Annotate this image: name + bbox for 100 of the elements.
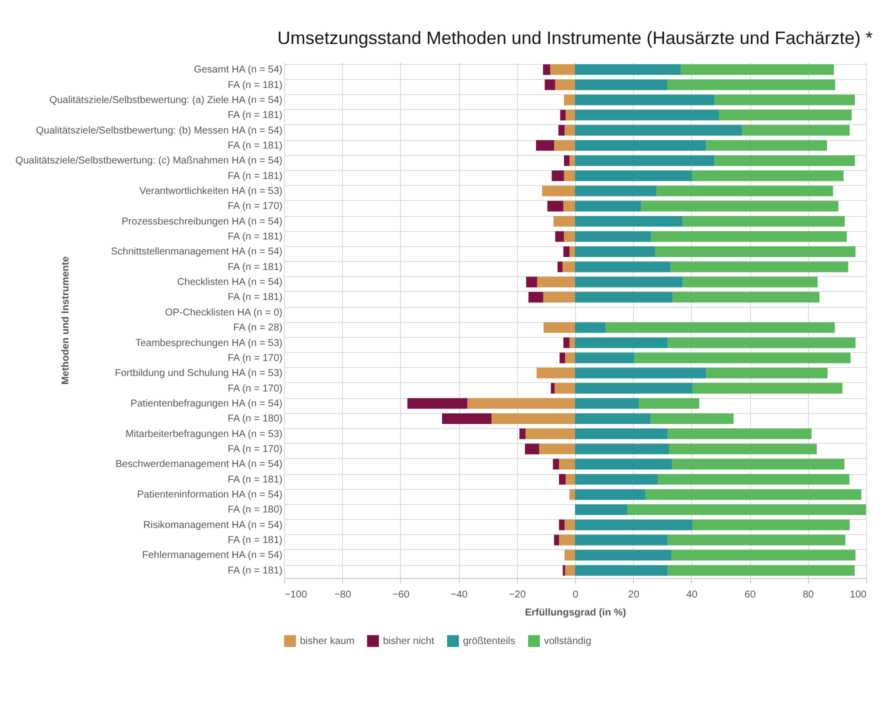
bar [719, 110, 852, 120]
bar [628, 504, 866, 516]
bar [692, 170, 844, 182]
y-tick-label: FA (n = 170) [228, 352, 282, 364]
bar [524, 444, 540, 454]
bar [569, 155, 575, 166]
y-tick-label: Verantwortlichkeiten HA (n = 53) [139, 186, 282, 197]
bar [554, 534, 559, 546]
bar [575, 337, 668, 348]
bar [575, 352, 634, 364]
bar [564, 155, 570, 166]
bar [575, 292, 673, 303]
bar [672, 292, 820, 303]
bar [558, 534, 575, 546]
bar [526, 276, 538, 288]
bar [682, 276, 818, 288]
bar [491, 413, 575, 424]
bar [651, 231, 847, 242]
y-tick-label: FA (n = 181) [228, 170, 282, 182]
y-tick-label: Patientenbefragungen HA (n = 54) [130, 398, 282, 410]
bar [575, 64, 681, 75]
bar [670, 262, 848, 272]
y-tick-label: Risikomanagement HA (n = 54) [143, 520, 282, 531]
bar [558, 262, 562, 272]
bar [565, 565, 575, 576]
bar [564, 124, 575, 136]
bar [558, 124, 565, 136]
x-tick-label: 40 [686, 590, 698, 600]
y-tick-label: Teambesprechungen HA (n = 53) [135, 338, 282, 349]
x-tick-label: −60 [392, 590, 410, 600]
y-tick-label: FA (n = 170) [228, 444, 282, 455]
bar [526, 428, 575, 440]
x-tick-label: −80 [334, 590, 352, 600]
bar [655, 246, 856, 258]
bar [706, 140, 828, 151]
bar [575, 200, 642, 212]
y-tick-label: Checklisten HA (n = 54) [177, 277, 282, 288]
y-tick-label: FA (n = 170) [228, 383, 282, 394]
y-tick-label: Schnittstellenmanagement HA (n = 54) [111, 246, 282, 258]
bar [575, 170, 692, 182]
bar [668, 534, 846, 546]
y-tick-label: Qualitätsziele/Selbstbewertung: (a) Ziele HA (n = 54) [49, 94, 282, 106]
bar [564, 94, 575, 106]
bar [575, 216, 683, 227]
bar [706, 368, 828, 378]
x-tick-label: 0 [572, 590, 579, 600]
y-tick-label: Prozessbeschreibungen HA (n = 54) [122, 216, 282, 228]
bar [564, 550, 575, 561]
y-tick-label: FA (n = 181) [228, 535, 282, 546]
bar [575, 231, 652, 242]
x-tick-label: −100 [284, 590, 308, 600]
bar [566, 474, 575, 485]
bar [569, 246, 575, 258]
bar [569, 337, 575, 348]
bar [650, 413, 734, 424]
x-tick-label: −20 [508, 590, 526, 600]
bar [575, 124, 742, 136]
y-tick-label: FA (n = 181) [228, 80, 282, 91]
bar [407, 398, 468, 409]
bar [547, 200, 564, 212]
bar [442, 413, 492, 424]
bar [645, 489, 862, 500]
bar [539, 444, 575, 454]
x-tick-label: 20 [628, 590, 640, 600]
legend-label: bisher kaum [300, 636, 354, 648]
y-tick-label: FA (n = 181) [228, 262, 282, 273]
bar [714, 94, 855, 106]
x-tick-label: 80 [802, 590, 814, 600]
bar [634, 352, 851, 364]
bar [575, 565, 668, 576]
bar [542, 186, 575, 196]
y-tick-label: Fehlermanagement HA (n = 54) [142, 550, 282, 562]
bar [519, 428, 526, 440]
bar [606, 322, 835, 333]
bar [558, 520, 565, 530]
bar [680, 64, 834, 75]
bar [575, 186, 657, 196]
x-tick-label: 100 [850, 590, 867, 600]
bar [560, 110, 566, 120]
bar [528, 292, 544, 303]
bar [575, 534, 668, 546]
bar [668, 337, 856, 348]
bar [575, 413, 651, 424]
bar [555, 231, 564, 242]
bar [742, 124, 850, 136]
y-tick-label: FA (n = 28) [233, 322, 282, 334]
bar [563, 246, 570, 258]
legend-label: größtenteils [463, 636, 516, 648]
bar [656, 186, 834, 196]
bar [658, 474, 850, 485]
bar [575, 140, 706, 151]
bar [575, 262, 670, 272]
y-tick-label: FA (n = 181) [228, 292, 282, 304]
bar [569, 489, 575, 500]
bar [575, 368, 706, 378]
legend-label: vollständig [544, 636, 592, 648]
y-tick-label: Beschwerdemanagement HA (n = 54) [115, 459, 282, 470]
bar [544, 322, 575, 333]
bar [575, 474, 658, 485]
legend-label: bisher nicht [383, 636, 434, 648]
